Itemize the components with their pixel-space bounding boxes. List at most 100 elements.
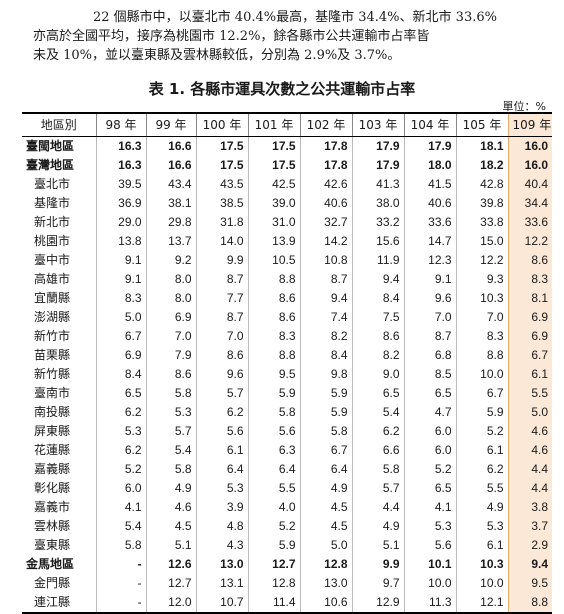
cell-value: 18.0 xyxy=(403,156,456,175)
row-region: 雲林縣 xyxy=(34,519,71,533)
cell-value: 8.7 xyxy=(299,270,352,289)
cell-value: 8.6 xyxy=(507,251,552,270)
cell-value: 8.7 xyxy=(195,270,248,289)
row-region: 金門縣 xyxy=(34,576,71,590)
table-caption: 表 1. 各縣市運具次數之公共運輸市占率 xyxy=(148,80,416,98)
cell-value: 5.6 xyxy=(247,422,300,441)
cell-value: 33.2 xyxy=(351,213,404,232)
cell-value: 8.3 xyxy=(247,327,300,346)
cell-value: 12.9 xyxy=(351,593,404,614)
cell-value: 6.9 xyxy=(145,308,196,327)
cell-value: 5.6 xyxy=(403,536,456,555)
cell-value: 18.2 xyxy=(455,156,508,175)
cell-value: 8.7 xyxy=(403,327,456,346)
cell-value: 6.1 xyxy=(455,536,508,555)
cell-value: 38.5 xyxy=(195,194,248,213)
cell-value: 8.6 xyxy=(145,365,196,384)
cell-value: 42.6 xyxy=(299,175,352,194)
row-region: 高雄市 xyxy=(34,272,71,286)
cell-value: 15.6 xyxy=(351,232,404,251)
cell-value: 39.5 xyxy=(95,175,146,194)
cell-value: 4.0 xyxy=(247,498,300,517)
cell-value: 7.0 xyxy=(195,327,248,346)
cell-value: 2.9 xyxy=(507,536,552,555)
cell-value: 8.3 xyxy=(95,289,146,308)
cell-value: 9.6 xyxy=(403,289,456,308)
cell-value: 13.8 xyxy=(95,232,146,251)
cell-value: 12.3 xyxy=(403,251,456,270)
cell-value: 9.8 xyxy=(299,365,352,384)
cell-value: 5.7 xyxy=(195,384,248,403)
cell-value: 7.0 xyxy=(145,327,196,346)
paragraph-line-1: 22 個縣市中，以臺北市 40.4%最高，基隆市 34.4%、新北市 33.6% xyxy=(93,10,497,25)
cell-value: 6.2 xyxy=(195,403,248,422)
cell-value: - xyxy=(95,555,146,574)
cell-value: 7.0 xyxy=(403,308,456,327)
cell-value: 10.5 xyxy=(247,251,300,270)
cell-value: 10.7 xyxy=(195,593,248,614)
row-region: 桃園市 xyxy=(34,234,71,248)
cell-value: - xyxy=(95,574,146,593)
cell-value: 6.7 xyxy=(455,384,508,403)
cell-value: 42.8 xyxy=(455,175,508,194)
cell-value: 5.4 xyxy=(145,441,196,460)
cell-value: 9.7 xyxy=(351,574,404,593)
cell-value: 8.0 xyxy=(145,270,196,289)
header-year: 98 年 xyxy=(95,112,146,137)
cell-value: 6.5 xyxy=(351,384,404,403)
cell-value: 5.1 xyxy=(351,536,404,555)
cell-value: 8.6 xyxy=(247,289,300,308)
unit-label: 單位：% xyxy=(502,100,546,113)
cell-value: 8.4 xyxy=(95,365,146,384)
cell-value: 17.8 xyxy=(299,156,352,175)
cell-value: 9.0 xyxy=(351,365,404,384)
cell-value: 5.1 xyxy=(145,536,196,555)
cell-value: 5.3 xyxy=(455,517,508,536)
cell-value: 5.3 xyxy=(95,422,146,441)
cell-value: 4.4 xyxy=(507,479,552,498)
cell-value: 13.0 xyxy=(299,574,352,593)
cell-value: 4.4 xyxy=(507,460,552,479)
cell-value: 8.4 xyxy=(299,346,352,365)
row-region: 連江縣 xyxy=(22,593,96,614)
table-row: 臺中市 9.1 9.2 9.9 10.5 10.8 11.9 12.3 12.2 8.6 xyxy=(22,251,552,270)
cell-value: 6.5 xyxy=(95,384,146,403)
cell-value: 13.0 xyxy=(195,555,248,574)
row-region: 金馬地區 xyxy=(26,557,75,571)
cell-value: 8.8 xyxy=(247,270,300,289)
cell-value: 5.2 xyxy=(455,422,508,441)
cell-value: 9.6 xyxy=(195,365,248,384)
cell-value: 4.1 xyxy=(95,498,146,517)
cell-value: 17.5 xyxy=(247,136,300,156)
row-region: 臺北市 xyxy=(34,177,71,191)
cell-value: 11.9 xyxy=(351,251,404,270)
cell-value: 8.0 xyxy=(145,289,196,308)
row-region: 臺南市 xyxy=(34,386,71,400)
cell-value: 39.8 xyxy=(455,194,508,213)
header-year: 101 年 xyxy=(247,112,300,137)
row-region: 新北市 xyxy=(34,215,71,229)
cell-value: 6.5 xyxy=(403,384,456,403)
intro-paragraph: 22 個縣市中，以臺北市 40.4%最高，基隆市 34.4%、新北市 33.6%… xyxy=(33,8,553,65)
cell-value: 39.0 xyxy=(247,194,300,213)
header-year: 104 年 xyxy=(403,112,456,137)
cell-value: 6.7 xyxy=(299,441,352,460)
cell-value: 9.4 xyxy=(299,289,352,308)
cell-value: 6.3 xyxy=(247,441,300,460)
cell-value: 8.1 xyxy=(507,289,552,308)
cell-value: 6.2 xyxy=(95,403,146,422)
cell-value: 12.8 xyxy=(299,555,352,574)
table-row: 嘉義市 4.1 4.6 3.9 4.0 4.5 4.4 4.1 4.9 3.8 xyxy=(22,498,552,517)
table-row: 臺東縣 5.8 5.1 4.3 5.9 5.0 5.1 5.6 6.1 2.9 xyxy=(22,536,552,555)
cell-value: 4.5 xyxy=(145,517,196,536)
row-region: 南投縣 xyxy=(34,405,71,419)
cell-value: 13.9 xyxy=(247,232,300,251)
cell-value: 9.1 xyxy=(95,270,146,289)
cell-value: 4.6 xyxy=(507,441,552,460)
cell-value: 33.8 xyxy=(455,213,508,232)
cell-value: 6.0 xyxy=(403,441,456,460)
cell-value: 5.4 xyxy=(95,517,146,536)
cell-value: 16.6 xyxy=(145,156,196,175)
table-row: 高雄市 9.1 8.0 8.7 8.8 8.7 9.4 9.1 9.3 8.3 xyxy=(22,270,552,289)
cell-value: 29.0 xyxy=(95,213,146,232)
